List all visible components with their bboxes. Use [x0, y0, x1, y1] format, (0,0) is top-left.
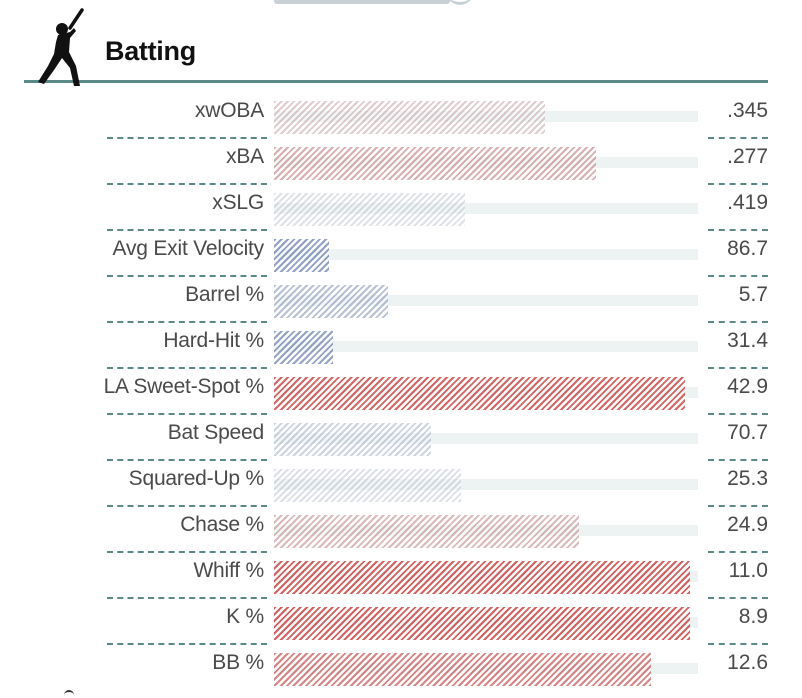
row-divider-right: [708, 229, 768, 231]
row-divider-left: [107, 505, 267, 507]
percentile-bar: [274, 101, 545, 134]
bar-track: [274, 203, 698, 214]
metric-value: 25.3: [727, 467, 768, 490]
bar-track: [274, 433, 698, 444]
metric-value: 70.7: [727, 421, 768, 444]
percentile-bar: [274, 653, 651, 686]
metric-label: Chase %: [180, 513, 264, 536]
metric-row: Bat Speed 70.7: [0, 415, 802, 461]
metric-value: 42.9: [727, 375, 768, 398]
previous-section-arc-remnant: [446, 0, 474, 5]
metric-label: xSLG: [212, 191, 264, 214]
row-divider-right: [708, 183, 768, 185]
percentile-chart: xwOBA .345 xBA .277 xSLG .419 Avg Exit Velocit…: [0, 93, 802, 691]
metric-label: Squared-Up %: [128, 467, 265, 490]
row-divider-left: [107, 275, 267, 277]
bar-track: [274, 249, 698, 260]
metric-row: BB % 12.6: [0, 645, 802, 691]
percentile-bar: [274, 607, 690, 640]
row-divider-left: [107, 229, 267, 231]
row-divider-right: [708, 275, 768, 277]
metric-label: LA Sweet-Spot %: [103, 375, 265, 398]
percentile-bar: [274, 285, 388, 318]
metric-value: 24.9: [727, 513, 768, 536]
row-divider-left: [107, 321, 267, 323]
metric-row: xSLG .419: [0, 185, 802, 231]
batter-icon: [38, 8, 84, 86]
section-header: Batting: [24, 6, 768, 86]
percentile-bar: [274, 561, 690, 594]
percentile-bar: [274, 423, 431, 456]
percentile-bar: [274, 147, 596, 180]
metric-value: 31.4: [727, 329, 768, 352]
metric-row: K % 8.9: [0, 599, 802, 645]
next-section-icon-remnant: [64, 690, 74, 698]
row-divider-left: [107, 183, 267, 185]
percentile-bar: [274, 239, 329, 272]
previous-section-bar-remnant: [274, 0, 450, 4]
row-divider-right: [708, 137, 768, 139]
row-divider-left: [107, 137, 267, 139]
metric-label: BB %: [212, 651, 264, 674]
row-divider-right: [708, 643, 768, 645]
metric-row: LA Sweet-Spot % 42.9: [0, 369, 802, 415]
row-divider-right: [708, 367, 768, 369]
section-title: Batting: [105, 36, 196, 66]
bar-track: [274, 111, 698, 122]
row-divider-right: [708, 321, 768, 323]
metric-value: .419: [727, 191, 768, 214]
metric-label: Hard-Hit %: [163, 329, 264, 352]
bar-track: [274, 479, 698, 490]
row-divider-right: [708, 505, 768, 507]
metric-row: xwOBA .345: [0, 93, 802, 139]
metric-row: Barrel % 5.7: [0, 277, 802, 323]
metric-value: 86.7: [727, 237, 768, 260]
row-divider-left: [107, 367, 267, 369]
row-divider-left: [107, 459, 267, 461]
metric-value: 8.9: [738, 605, 768, 628]
bar-track: [274, 341, 698, 352]
row-divider-right: [708, 551, 768, 553]
row-divider-left: [107, 643, 267, 645]
row-divider-right: [708, 459, 768, 461]
metric-row: xBA .277: [0, 139, 802, 185]
metric-value: 12.6: [727, 651, 768, 674]
row-divider-right: [708, 413, 768, 415]
bar-track: [274, 295, 698, 306]
metric-label: xBA: [226, 145, 264, 168]
metric-row: Avg Exit Velocity 86.7: [0, 231, 802, 277]
metric-label: Whiff %: [193, 559, 264, 582]
row-divider-left: [107, 413, 267, 415]
metric-label: Avg Exit Velocity: [112, 237, 265, 260]
percentile-bar: [274, 377, 685, 410]
metric-label: Bat Speed: [167, 421, 264, 444]
metric-row: Whiff % 11.0: [0, 553, 802, 599]
metric-value: 5.7: [738, 283, 768, 306]
metric-row: Squared-Up % 25.3: [0, 461, 802, 507]
percentile-bar: [274, 469, 461, 502]
metric-label: xwOBA: [194, 99, 264, 122]
percentile-bar: [274, 515, 579, 548]
percentile-bar: [274, 331, 333, 364]
metric-row: Chase % 24.9: [0, 507, 802, 553]
metric-label: K %: [226, 605, 264, 628]
metric-value: 11.0: [728, 559, 768, 582]
percentile-bar: [274, 193, 465, 226]
row-divider-right: [708, 597, 768, 599]
metric-row: Hard-Hit % 31.4: [0, 323, 802, 369]
row-divider-left: [107, 597, 267, 599]
metric-label: Barrel %: [185, 283, 264, 306]
metric-value: .345: [727, 99, 768, 122]
metric-value: .277: [727, 145, 768, 168]
row-divider-left: [107, 551, 267, 553]
